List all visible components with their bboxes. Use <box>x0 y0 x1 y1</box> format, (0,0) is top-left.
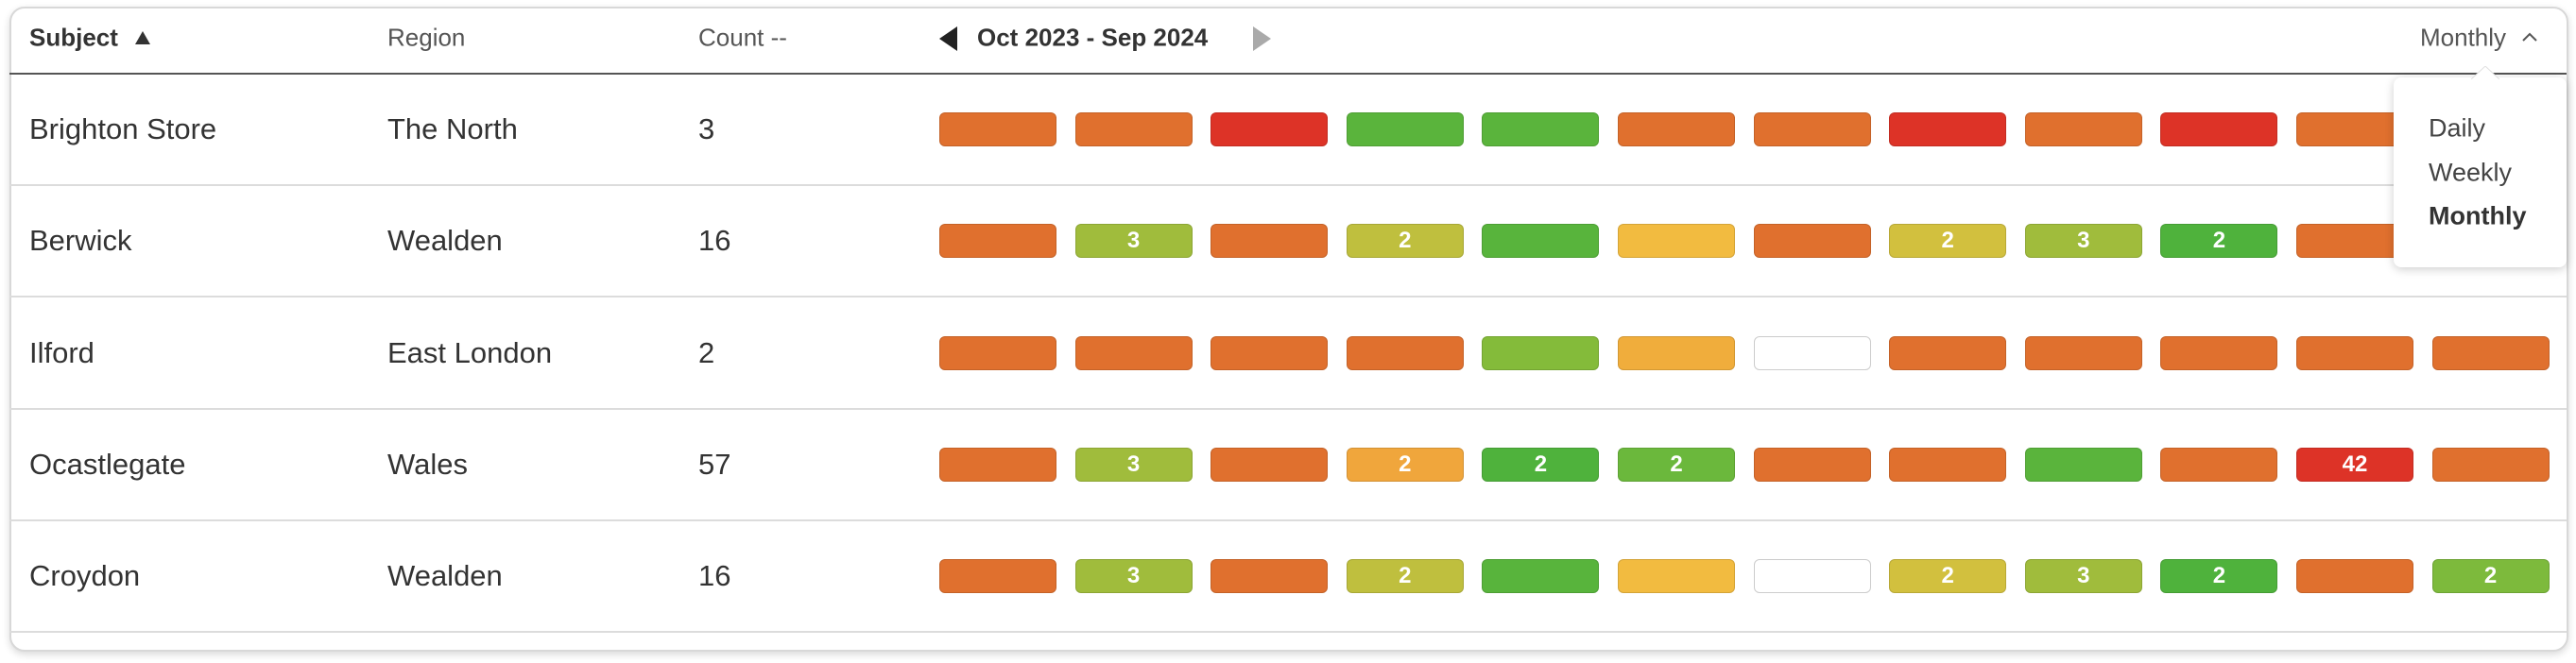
month-cell[interactable]: 3 <box>1074 558 1193 593</box>
month-cell[interactable] <box>2296 558 2413 593</box>
month-cell[interactable] <box>2296 335 2413 370</box>
month-cell[interactable] <box>939 447 1056 482</box>
month-cell[interactable]: 2 <box>1618 447 1735 482</box>
month-cell[interactable] <box>1211 558 1329 593</box>
month-cell[interactable] <box>1482 558 1600 593</box>
month-cell[interactable] <box>1618 224 1735 259</box>
table-card <box>9 7 2568 652</box>
month-cell[interactable] <box>2160 112 2278 147</box>
month-cell[interactable] <box>1211 224 1329 259</box>
month-cell[interactable] <box>1889 335 2007 370</box>
month-cell[interactable] <box>1346 112 1464 147</box>
month-cell[interactable] <box>1482 112 1600 147</box>
month-cell[interactable]: 2 <box>2160 558 2278 593</box>
region: East London <box>387 335 553 369</box>
month-cell[interactable] <box>1346 335 1464 370</box>
dropdown-option[interactable]: Weekly <box>2429 158 2513 186</box>
month-cell[interactable]: 3 <box>2024 224 2142 259</box>
month-cell[interactable] <box>1074 112 1193 147</box>
month-cell[interactable]: 3 <box>2024 558 2142 593</box>
month-cell[interactable] <box>939 224 1056 259</box>
region: The North <box>387 112 518 146</box>
month-cell[interactable] <box>1753 112 1871 147</box>
subject-header[interactable]: Subject <box>29 23 118 52</box>
month-cell[interactable]: 2 <box>2431 558 2550 593</box>
count-header[interactable]: Count -- <box>698 23 787 52</box>
month-cell[interactable]: 2 <box>1346 558 1464 593</box>
count: 3 <box>698 112 715 146</box>
month-cell[interactable] <box>2160 335 2278 370</box>
month-cell[interactable] <box>939 335 1056 370</box>
month-cell[interactable] <box>1889 112 2007 147</box>
month-cell[interactable]: 3 <box>1074 447 1193 482</box>
month-cell[interactable] <box>1618 558 1735 593</box>
subject: Croydon <box>29 558 141 592</box>
month-cell[interactable] <box>1753 224 1871 259</box>
month-cell[interactable]: 2 <box>1889 558 2007 593</box>
month-cell[interactable] <box>2160 447 2278 482</box>
chevron-up <box>2522 32 2537 42</box>
month-cell[interactable] <box>1211 112 1329 147</box>
month-cell[interactable]: 2 <box>1482 447 1600 482</box>
period-label: Oct 2023 - Sep 2024 <box>977 23 1209 52</box>
region-header[interactable]: Region <box>387 23 466 52</box>
month-cell[interactable] <box>1074 335 1193 370</box>
month-cell[interactable] <box>1753 335 1871 370</box>
count: 57 <box>698 447 731 481</box>
count: 2 <box>698 335 715 369</box>
month-cell[interactable] <box>1618 335 1735 370</box>
subject: Berwick <box>29 224 132 258</box>
month-cell[interactable] <box>2024 447 2142 482</box>
month-cell[interactable] <box>1889 447 2007 482</box>
subject: Ilford <box>29 335 94 369</box>
row-divider <box>9 631 2567 633</box>
sort-icon <box>135 31 150 44</box>
month-cell[interactable]: 2 <box>1889 224 2007 259</box>
dropdown-caret <box>2471 66 2499 79</box>
month-cell[interactable] <box>1618 112 1735 147</box>
row-divider <box>9 518 2567 521</box>
subject: Brighton Store <box>29 112 217 146</box>
month-cell[interactable] <box>1753 447 1871 482</box>
month-cell[interactable] <box>1753 558 1871 593</box>
row-divider <box>9 296 2567 298</box>
dropdown-option[interactable]: Monthly <box>2429 201 2527 230</box>
view-selector[interactable]: Monthly <box>2420 23 2507 52</box>
view-dropdown: Daily Weekly Monthly <box>2394 77 2567 267</box>
region: Wealden <box>387 558 503 592</box>
region: Wealden <box>387 224 503 258</box>
month-cell[interactable] <box>1211 335 1329 370</box>
row-divider <box>9 184 2567 187</box>
next-arrow[interactable] <box>1252 26 1273 52</box>
row-divider <box>9 407 2567 410</box>
dropdown-option[interactable]: Daily <box>2429 113 2486 143</box>
month-cell[interactable] <box>1482 335 1600 370</box>
count: 16 <box>698 224 731 258</box>
header-line <box>9 73 2567 75</box>
month-cell[interactable] <box>2024 112 2142 147</box>
month-cell[interactable] <box>1211 447 1329 482</box>
prev-arrow[interactable] <box>938 26 959 52</box>
month-cell[interactable]: 2 <box>1346 224 1464 259</box>
month-cell[interactable] <box>2024 335 2142 370</box>
count: 16 <box>698 558 731 592</box>
month-cell[interactable]: 2 <box>2160 224 2278 259</box>
month-cell[interactable]: 2 <box>1346 447 1464 482</box>
month-cell[interactable] <box>2431 447 2550 482</box>
month-cell[interactable]: 42 <box>2296 447 2413 482</box>
region: Wales <box>387 447 468 481</box>
month-cell[interactable] <box>939 558 1056 593</box>
subject: Ocastlegate <box>29 447 186 481</box>
month-cell[interactable] <box>939 112 1056 147</box>
month-cell[interactable]: 3 <box>1074 224 1193 259</box>
month-cell[interactable] <box>1482 224 1600 259</box>
month-cell[interactable] <box>2431 335 2550 370</box>
